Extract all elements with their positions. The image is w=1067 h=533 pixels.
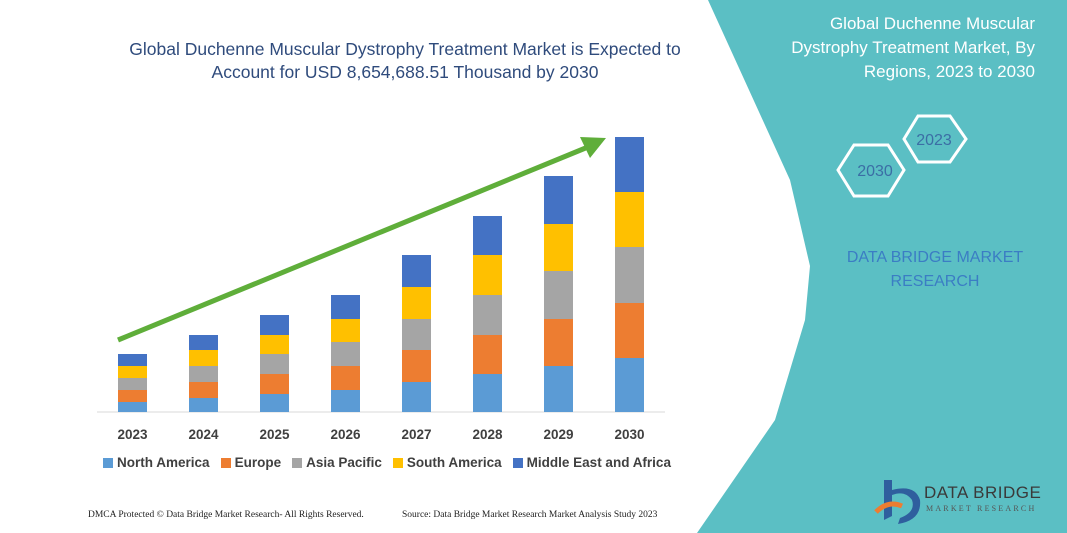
bar-segment <box>118 354 147 366</box>
bar-segment <box>189 382 218 398</box>
bar-segment <box>331 295 360 319</box>
bar-segment <box>544 271 573 319</box>
bar-segment <box>473 255 502 295</box>
bar-segment <box>118 402 147 412</box>
bar-segment <box>331 390 360 412</box>
legend-swatch <box>220 457 231 468</box>
legend-swatch <box>392 457 403 468</box>
legend: North America Europe Asia Pacific South Ame… <box>97 455 677 470</box>
bar-segment <box>331 342 360 366</box>
legend-label: South America <box>406 455 502 470</box>
legend-item: Europe <box>220 455 282 470</box>
bar-segment <box>402 319 431 350</box>
brand-text: DATA BRIDGE MARKET RESEARCH <box>846 249 1024 290</box>
x-tick-label: 2030 <box>614 427 644 442</box>
growth-arrow-head <box>580 137 606 158</box>
bar-segment <box>189 350 218 366</box>
x-tick-label: 2029 <box>543 427 573 442</box>
bar-segment <box>615 192 644 247</box>
hexagon <box>836 143 906 198</box>
legend-item: North America <box>103 455 210 470</box>
bar-segment <box>402 287 431 319</box>
legend-label: Europe <box>234 455 282 470</box>
bar-segment <box>473 295 502 335</box>
legend-swatch <box>292 457 303 468</box>
bar-segment <box>189 335 218 350</box>
hexagon-label: 2023 <box>916 132 952 149</box>
legend-item: Asia Pacific <box>292 455 382 470</box>
legend-label: Middle East and Africa <box>526 455 671 470</box>
bar-segment <box>544 224 573 271</box>
x-tick-label: 2024 <box>188 427 219 442</box>
hexagon-label: 2030 <box>857 163 893 180</box>
bar-segment <box>189 398 218 412</box>
x-tick-label: 2023 <box>117 427 148 442</box>
bar-segment <box>473 216 502 255</box>
bar-segment <box>189 366 218 382</box>
x-tick-label: 2026 <box>330 427 361 442</box>
legend-swatch <box>103 457 114 468</box>
bar-segment <box>615 358 644 412</box>
x-tick-label: 2028 <box>472 427 503 442</box>
chart-title: Global Duchenne Muscular Dystrophy Treat… <box>129 39 681 82</box>
logo-subtitle: MARKET RESEARCH <box>926 504 1037 513</box>
bar-segment <box>544 176 573 224</box>
bar-segment <box>544 319 573 366</box>
bar-segment <box>473 335 502 374</box>
hexagon <box>902 114 968 164</box>
bar-segment <box>260 315 289 335</box>
bar-segment <box>473 374 502 412</box>
panel-title: Global Duchenne Muscular Dystrophy Treat… <box>791 14 1035 81</box>
bar-segment <box>118 366 147 378</box>
bar-segment <box>544 366 573 412</box>
x-tick-label: 2025 <box>259 427 290 442</box>
logo-name: DATA BRIDGE <box>924 483 1042 502</box>
footer-source: Source: Data Bridge Market Research Mark… <box>402 510 658 520</box>
logo-mark <box>884 480 921 524</box>
bar-segment <box>260 374 289 394</box>
logo-icon <box>874 480 921 524</box>
legend-swatch <box>512 457 523 468</box>
bar-segment <box>118 390 147 402</box>
footer-copyright: DMCA Protected © Data Bridge Market Rese… <box>88 510 364 520</box>
bar-segment <box>260 394 289 412</box>
bar-segment <box>260 335 289 354</box>
growth-arrow <box>117 144 589 343</box>
bar-segment <box>118 378 147 390</box>
bar-segment <box>402 255 431 287</box>
legend-label: Asia Pacific <box>306 455 382 470</box>
legend-label: North America <box>117 455 210 470</box>
bar-segment <box>615 137 644 192</box>
bar-segment <box>331 319 360 342</box>
side-panel-background <box>697 0 1067 533</box>
bar-segment <box>402 350 431 382</box>
bar-segment <box>402 382 431 412</box>
bar-segment <box>615 303 644 358</box>
legend-item: South America <box>392 455 502 470</box>
bar-segment <box>331 366 360 390</box>
bar-segment <box>260 354 289 374</box>
logo-swoosh <box>874 501 903 514</box>
bar-segment <box>615 247 644 303</box>
x-tick-label: 2027 <box>401 427 431 442</box>
legend-item: Middle East and Africa <box>512 455 671 470</box>
